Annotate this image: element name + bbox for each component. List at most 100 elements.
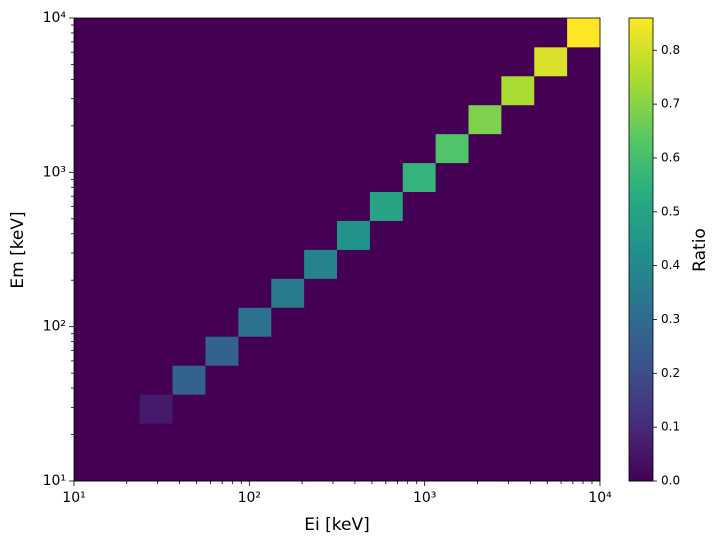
colorbar-gradient	[629, 68, 653, 73]
heatmap-cell	[534, 220, 568, 250]
heatmap-cell	[172, 249, 206, 279]
colorbar-gradient	[629, 172, 653, 177]
heatmap-cell	[501, 220, 535, 250]
heatmap-cell	[501, 365, 535, 395]
heatmap-cell	[106, 336, 141, 366]
heatmap-cell	[74, 191, 108, 221]
colorbar-tick-label: 0.7	[661, 97, 680, 111]
heatmap-cell	[139, 220, 173, 250]
colorbar-gradient	[629, 149, 653, 154]
heatmap-cell	[567, 423, 601, 453]
colorbar-gradient	[629, 160, 653, 166]
heatmap-cell	[402, 307, 437, 337]
heatmap-cell	[139, 278, 173, 308]
heatmap-cell	[205, 278, 239, 308]
colorbar-gradient	[629, 453, 653, 459]
colorbar-gradient	[629, 249, 653, 254]
heatmap-cell	[205, 46, 239, 77]
heatmap-cell	[139, 307, 173, 337]
colorbar-gradient	[629, 357, 653, 362]
heatmap-cell	[468, 18, 502, 48]
colorbar-gradient	[629, 141, 653, 146]
heatmap-cell	[74, 365, 108, 395]
heatmap-cell	[139, 75, 173, 106]
colorbar-tick-label: 0.0	[661, 474, 680, 488]
heatmap-cell	[402, 220, 437, 250]
colorbar-gradient	[629, 137, 653, 142]
colorbar-gradient	[629, 48, 653, 54]
heatmap-cell	[567, 278, 601, 308]
colorbar-gradient	[629, 365, 653, 370]
colorbar-gradient	[629, 214, 653, 220]
heatmap-cell	[369, 452, 404, 482]
colorbar-gradient	[629, 253, 653, 258]
colorbar-gradient	[629, 106, 653, 112]
heatmap-cell	[106, 452, 141, 482]
heatmap-cell	[435, 394, 469, 424]
heatmap-cell	[172, 18, 206, 48]
colorbar-gradient	[629, 291, 653, 297]
heatmap-cell	[534, 423, 568, 453]
heatmap-cell	[402, 75, 437, 106]
heatmap-cell	[435, 336, 469, 366]
heatmap-cell	[238, 104, 272, 135]
heatmap-cell	[534, 133, 568, 164]
heatmap-cell	[369, 423, 404, 453]
colorbar-tick-label: 0.4	[661, 258, 680, 272]
colorbar-gradient	[629, 218, 653, 223]
heatmap-cell	[402, 133, 437, 164]
colorbar-gradient	[629, 438, 653, 443]
heatmap-cell	[435, 18, 469, 48]
colorbar-gradient	[629, 272, 653, 278]
heatmap-cell	[271, 220, 305, 250]
heatmap-cell	[336, 104, 371, 135]
heatmap-cell	[336, 18, 371, 48]
heatmap-cell	[468, 249, 502, 279]
heatmap-cell	[74, 452, 108, 482]
colorbar-gradient	[629, 411, 653, 416]
y-tick-label: 10¹	[43, 473, 66, 489]
heatmap-cell	[567, 191, 601, 221]
heatmap-cell	[567, 162, 601, 193]
heatmap-cell	[567, 452, 601, 482]
heatmap-cell	[172, 452, 206, 482]
heatmap-cell	[304, 452, 338, 482]
heatmap-cell	[172, 104, 206, 135]
heatmap-cell	[369, 220, 404, 250]
colorbar-tick-label: 0.5	[661, 204, 680, 218]
heatmap-cell	[567, 220, 601, 250]
heatmap-cell	[238, 307, 272, 337]
x-tick-label: 10²	[238, 490, 261, 506]
colorbar-gradient	[629, 450, 653, 455]
colorbar-gradient	[629, 64, 653, 69]
heatmap-cell	[238, 133, 272, 164]
colorbar-gradient	[629, 56, 653, 61]
heatmap-cell	[238, 452, 272, 482]
colorbar-gradient	[629, 426, 653, 432]
heatmap-cell	[238, 394, 272, 424]
y-tick-label: 10²	[43, 319, 66, 335]
heatmap-cell	[106, 46, 141, 77]
colorbar-gradient	[629, 330, 653, 335]
heatmap-cell	[205, 394, 239, 424]
heatmap-cell	[172, 278, 206, 308]
colorbar-gradient	[629, 164, 653, 169]
colorbar-gradient	[629, 334, 653, 339]
heatmap-cell	[336, 162, 371, 193]
heatmap-cell	[271, 394, 305, 424]
heatmap-cell	[205, 133, 239, 164]
heatmap-cell	[567, 336, 601, 366]
heatmap-cell	[369, 162, 404, 193]
colorbar-gradient	[629, 95, 653, 100]
heatmap-cell	[402, 394, 437, 424]
heatmap-cell	[501, 104, 535, 135]
heatmap-cell	[172, 394, 206, 424]
heatmap-cell	[402, 336, 437, 366]
colorbar-gradient	[629, 222, 653, 227]
heatmap-cell	[106, 191, 141, 221]
heatmap-cell	[534, 394, 568, 424]
heatmap-cell	[271, 133, 305, 164]
y-tick-label: 10⁴	[43, 10, 67, 26]
heatmap-cell	[74, 423, 108, 453]
